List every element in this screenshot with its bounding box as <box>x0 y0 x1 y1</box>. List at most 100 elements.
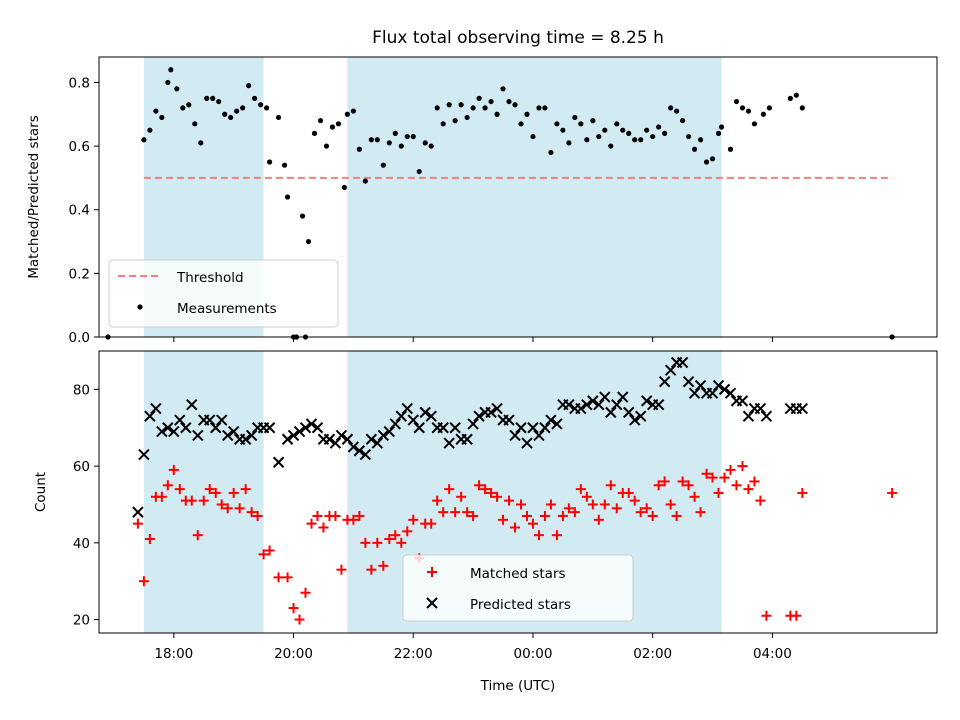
matched-star-point <box>174 484 185 495</box>
y-axis-label-count: Count <box>33 472 49 512</box>
measurement-point <box>452 118 458 124</box>
predicted-star-point <box>323 433 336 445</box>
predicted-star-point <box>688 387 701 399</box>
predicted-star-point <box>186 399 198 411</box>
predicted-star-point <box>371 437 384 449</box>
measurement-point <box>745 108 752 114</box>
measurement-point <box>760 111 767 117</box>
matched-star-point <box>456 491 467 502</box>
matched-star-point <box>144 534 155 544</box>
matched-star-point <box>647 510 658 521</box>
predicted-star-point <box>150 402 162 415</box>
legend-predicted-swatch <box>426 597 438 609</box>
predicted-star-point <box>676 356 689 369</box>
measurement-point <box>434 105 440 111</box>
matched-star-point <box>731 480 742 491</box>
predicted-star-point <box>593 399 605 411</box>
x-tick-label: 02:00 <box>633 646 672 662</box>
measurement-point <box>602 127 608 133</box>
y-tick-label: 20 <box>73 613 90 629</box>
matched-star-point <box>761 610 772 621</box>
predicted-star-point <box>682 375 695 388</box>
measurement-point <box>739 105 746 111</box>
matched-star-point <box>438 507 449 518</box>
measurement-point <box>446 102 452 108</box>
measurement-point <box>674 108 680 114</box>
predicted-star-point <box>467 418 479 430</box>
predicted-star-point <box>162 422 174 434</box>
measurement-point <box>530 133 536 140</box>
matched-star-point <box>539 510 550 521</box>
y-tick-label: 0.6 <box>69 139 90 155</box>
predicted-star-point <box>658 375 671 388</box>
matched-star-point <box>575 484 586 495</box>
matched-star-point <box>887 487 898 498</box>
measurement-point <box>246 83 252 89</box>
predicted-star-point <box>395 410 407 422</box>
legend-ratio-box <box>108 259 339 328</box>
predicted-star-point <box>754 402 767 415</box>
matched-star-point <box>330 510 341 521</box>
predicted-star-point <box>581 399 593 411</box>
matched-star-point <box>521 510 532 521</box>
y-axis-ticks-ratio: 0.0 0.2 0.4 0.6 0.8 <box>69 75 99 346</box>
measurement-point <box>494 111 500 117</box>
predicted-star-point <box>742 410 755 422</box>
measurement-point <box>186 102 192 108</box>
measurement-point <box>488 98 494 105</box>
predicted-star-point <box>365 433 378 445</box>
matched-star-point <box>593 514 604 525</box>
measurement-point <box>470 105 476 111</box>
predicted-star-point <box>437 422 449 434</box>
measurement-point <box>766 105 773 111</box>
matched-star-point <box>659 476 670 487</box>
measurement-point <box>153 108 159 114</box>
predicted-star-point <box>272 456 285 468</box>
x-axis-ticks-top <box>173 337 773 342</box>
matched-star-point <box>426 518 437 529</box>
measurement-point <box>464 114 470 121</box>
predicted-star-point <box>132 506 144 518</box>
matched-star-point <box>683 480 694 491</box>
measurement-point <box>192 121 198 127</box>
matched-star-point <box>246 507 257 518</box>
y-tick-label: 40 <box>73 536 90 552</box>
matched-star-point <box>354 510 365 521</box>
matched-star-point <box>689 491 700 502</box>
predicted-star-point <box>509 429 521 442</box>
matched-star-point <box>258 549 269 560</box>
predicted-star-point <box>383 425 396 438</box>
measurement-point <box>482 105 488 111</box>
predicted-star-point <box>263 422 276 434</box>
predicted-star-point <box>293 425 306 438</box>
predicted-star-point <box>712 379 725 392</box>
legend-threshold-label: Threshold <box>176 270 244 286</box>
matched-star-point <box>432 495 443 506</box>
matched-star-point <box>318 522 329 533</box>
measurement-point <box>787 95 793 101</box>
predicted-star-point <box>216 414 228 426</box>
predicted-star-point <box>156 425 168 438</box>
predicted-star-point <box>449 422 461 434</box>
measurement-point <box>299 213 306 219</box>
y-axis-ticks-count: 20 40 60 80 <box>73 382 99 629</box>
measurement-point <box>216 98 222 105</box>
matched-star-point <box>551 530 562 541</box>
measurement-point <box>392 130 398 136</box>
matched-star-point <box>797 487 808 498</box>
legend-measurements-swatch <box>137 304 143 310</box>
measurement-point <box>566 140 572 146</box>
matched-star-point <box>234 503 245 514</box>
matched-star-point <box>384 534 395 544</box>
predicted-star-point <box>527 422 539 434</box>
y-tick-label: 0.4 <box>69 203 90 219</box>
measurement-point <box>751 121 758 127</box>
matched-star-point <box>743 484 754 495</box>
predicted-star-point <box>473 410 485 422</box>
measurement-point <box>733 98 740 105</box>
matched-star-point <box>677 476 688 487</box>
measurement-point <box>341 184 348 191</box>
measurement-point <box>284 194 291 200</box>
predicted-star-point <box>335 429 348 442</box>
matched-star-point <box>264 545 275 556</box>
